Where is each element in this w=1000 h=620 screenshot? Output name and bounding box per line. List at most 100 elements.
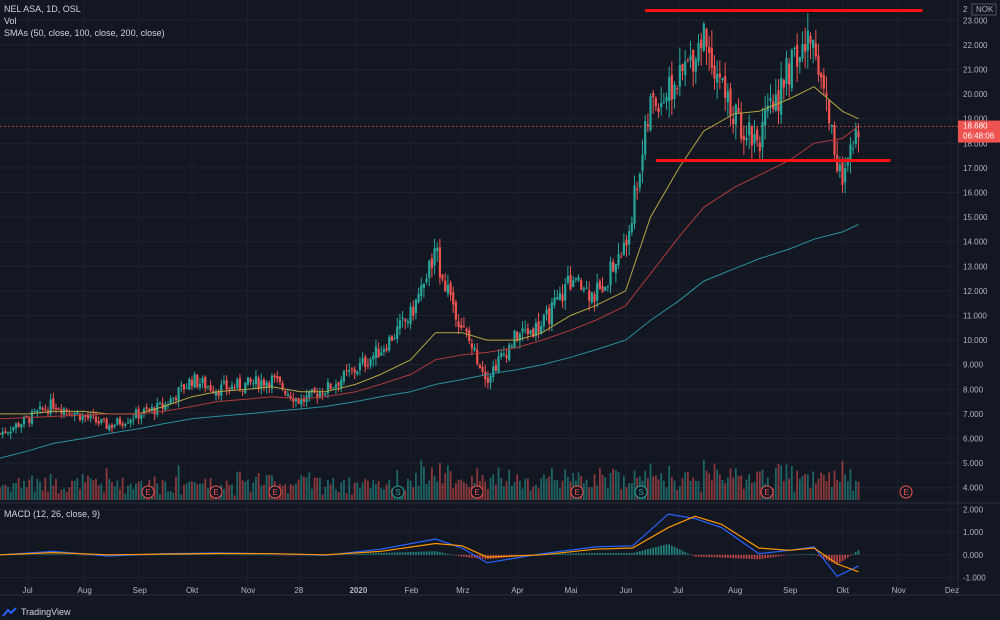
volume-bar [692, 477, 695, 500]
macd-histogram-bar [601, 553, 604, 555]
macd-histogram-bar [812, 553, 814, 555]
volume-bar [124, 493, 127, 500]
volume-bar [113, 486, 116, 500]
volume-bar [231, 484, 233, 500]
candle-body [284, 390, 287, 395]
price-tick-label: 17.000 [963, 164, 988, 173]
volume-bar [377, 481, 380, 500]
candle-body [33, 411, 36, 413]
candle-body [502, 353, 505, 355]
candle-body [276, 375, 279, 379]
macd-histogram-bar [761, 554, 764, 559]
candle-body [214, 391, 218, 396]
macd-histogram-bar [273, 554, 276, 556]
candle-body [572, 280, 575, 288]
volume-bar [33, 491, 36, 500]
macd-histogram-bar [745, 554, 748, 559]
volume-bar [169, 490, 172, 500]
volume-bar [9, 491, 12, 500]
candle-body [545, 309, 548, 315]
volume-bar [521, 488, 524, 500]
candle-body [340, 380, 343, 388]
volume-bar [814, 483, 817, 500]
price-tick-label: 9.000 [963, 361, 984, 370]
macd-histogram-bar [215, 554, 217, 555]
candle-body [286, 394, 290, 397]
macd-histogram-bar [484, 554, 487, 560]
macd-histogram-bar [444, 553, 447, 555]
macd-histogram-bar [729, 554, 732, 558]
macd-histogram-bar [687, 553, 689, 555]
volume-bar [441, 483, 444, 500]
candle-body [609, 261, 612, 286]
candle-body [201, 378, 204, 384]
macd-histogram-bar [681, 550, 684, 555]
macd-histogram-bar [76, 554, 79, 556]
candle-body [486, 377, 489, 383]
price-tick-label: 19.000 [963, 115, 988, 124]
candle-body [372, 355, 375, 360]
macd-histogram-bar [759, 554, 761, 560]
macd-histogram-bar [31, 554, 33, 555]
macd-histogram-bar [633, 552, 636, 555]
sma-legend[interactable]: SMAs (50, close, 100, close, 200, close) [4, 28, 165, 38]
candle-body [604, 286, 607, 291]
volume-bar [601, 474, 604, 500]
volume-legend[interactable]: Vol [4, 16, 17, 26]
macd-histogram-bar [839, 554, 841, 563]
candle-body [500, 353, 503, 357]
macd-histogram-bar [791, 554, 793, 556]
signal-line [0, 515, 859, 573]
candle-body [521, 328, 524, 333]
macd-histogram-bar [652, 547, 654, 555]
volume-bar [529, 490, 532, 500]
volume-bar [836, 479, 839, 500]
volume-bar [247, 479, 249, 500]
volume-bar [452, 488, 455, 500]
candle-body [278, 376, 282, 382]
candle-body [788, 63, 791, 85]
candle-body [417, 293, 420, 303]
candle-body [489, 375, 492, 383]
volume-bar [343, 479, 345, 500]
volume-bar [660, 473, 663, 500]
volume-bar [380, 488, 383, 500]
candle-body [617, 254, 620, 265]
candle-body [628, 231, 631, 245]
macd-histogram-bar [841, 554, 844, 562]
candle-body [622, 242, 625, 255]
tradingview-logo[interactable]: TradingView [2, 605, 71, 619]
price-tick-label: 6.000 [963, 435, 984, 444]
volume-bar [713, 463, 716, 500]
volume-bar [745, 479, 748, 500]
volume-bar [804, 473, 807, 500]
candle-body [476, 349, 479, 364]
volume-bar [678, 486, 681, 500]
macd-histogram-bar [647, 549, 649, 555]
volume-bar [462, 481, 465, 500]
volume-bar [204, 478, 207, 500]
candle-body [318, 392, 322, 399]
candle-body [748, 122, 751, 136]
symbol-title[interactable]: NEL ASA, 1D, OSL [4, 4, 81, 14]
macd-histogram-bar [369, 553, 372, 555]
candle-body [548, 308, 551, 324]
volume-bar [518, 480, 521, 500]
candle-body [708, 46, 711, 53]
macd-histogram-bar [561, 553, 564, 555]
volume-bar [340, 482, 343, 500]
macd-histogram-bar [79, 554, 81, 556]
macd-histogram-bar [628, 553, 630, 555]
candle-body [198, 383, 202, 388]
macd-legend[interactable]: MACD (12, 26, close, 9) [4, 509, 101, 519]
macd-histogram-bar [188, 554, 191, 555]
volume-bar [47, 491, 49, 500]
macd-histogram-bar [772, 554, 774, 558]
candle-body [129, 419, 132, 424]
macd-histogram-bar [180, 554, 183, 555]
macd-histogram-bar [351, 554, 353, 555]
macd-histogram-bar [764, 554, 766, 559]
candle-body [190, 380, 194, 386]
candle-body [692, 49, 695, 72]
